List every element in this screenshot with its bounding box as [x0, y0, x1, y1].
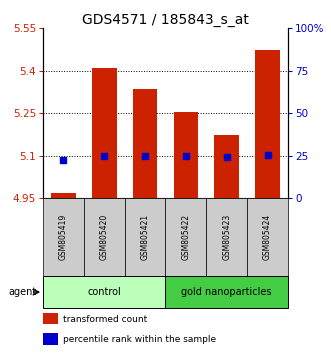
Text: percentile rank within the sample: percentile rank within the sample: [63, 335, 216, 344]
Text: transformed count: transformed count: [63, 315, 147, 324]
Point: [183, 153, 189, 159]
Point: [102, 153, 107, 159]
Text: control: control: [87, 287, 121, 297]
Title: GDS4571 / 185843_s_at: GDS4571 / 185843_s_at: [82, 13, 249, 27]
Bar: [206, 198, 247, 276]
Bar: [174, 112, 198, 198]
Bar: [43, 198, 84, 276]
Text: GSM805423: GSM805423: [222, 214, 231, 260]
Bar: [166, 276, 288, 308]
Bar: [166, 198, 206, 276]
Point: [224, 154, 229, 160]
Bar: [92, 68, 117, 198]
Point: [61, 157, 66, 163]
Bar: [255, 50, 280, 198]
Text: GSM805422: GSM805422: [181, 214, 190, 260]
Text: gold nanoparticles: gold nanoparticles: [181, 287, 272, 297]
Point: [265, 152, 270, 158]
Text: agent: agent: [8, 287, 36, 297]
Text: GSM805421: GSM805421: [141, 214, 150, 260]
Bar: [133, 89, 157, 198]
Bar: [43, 276, 166, 308]
Bar: [43, 313, 58, 324]
Bar: [51, 193, 76, 198]
Bar: [84, 198, 125, 276]
Text: GSM805419: GSM805419: [59, 214, 68, 260]
Bar: [125, 198, 166, 276]
Bar: [214, 135, 239, 198]
Bar: [247, 198, 288, 276]
Text: GSM805420: GSM805420: [100, 214, 109, 260]
Bar: [43, 333, 58, 345]
Text: GSM805424: GSM805424: [263, 214, 272, 260]
Point: [142, 153, 148, 159]
